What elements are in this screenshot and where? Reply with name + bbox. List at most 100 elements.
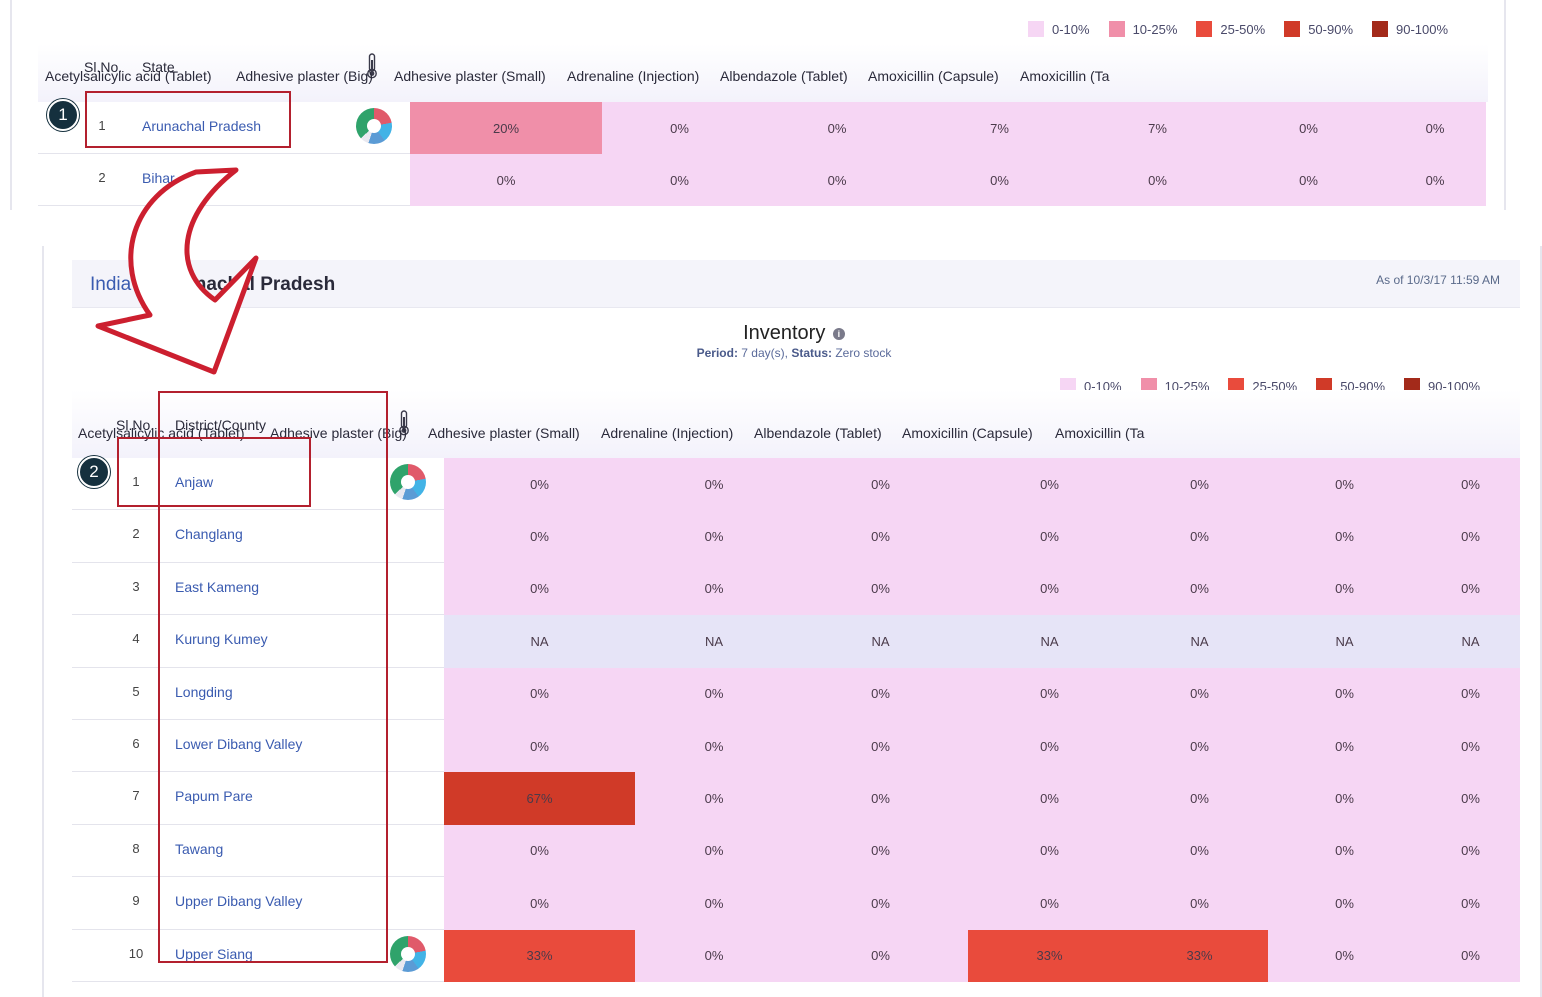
stock-out-cell[interactable]: 0% <box>635 667 793 720</box>
stock-out-cell[interactable]: 0% <box>635 772 793 825</box>
stock-out-cell[interactable]: 0% <box>1082 154 1233 206</box>
column-header[interactable]: Amoxicillin (Capsule) <box>868 68 999 84</box>
stock-out-cell[interactable]: 0% <box>635 877 793 930</box>
stock-out-cell[interactable]: 67% <box>444 772 635 825</box>
stock-out-cell[interactable]: 0% <box>1268 824 1421 878</box>
stock-out-cell[interactable]: 0% <box>1268 720 1421 773</box>
column-header[interactable]: Adhesive plaster (Big) <box>270 425 407 441</box>
stock-out-cell[interactable]: NA <box>1131 615 1268 668</box>
column-header[interactable]: Amoxicillin (Capsule) <box>902 425 1033 441</box>
stock-out-cell[interactable]: 0% <box>602 154 757 206</box>
stock-out-cell[interactable]: 0% <box>968 824 1131 878</box>
stock-out-cell[interactable]: 0% <box>793 929 968 982</box>
breadcrumb-india-link[interactable]: India <box>90 274 132 295</box>
region-name-link[interactable]: Lower Dibang Valley <box>175 736 303 752</box>
stock-out-cell[interactable]: 0% <box>793 458 968 511</box>
column-header[interactable]: Adhesive plaster (Big) <box>236 68 373 84</box>
stock-out-cell[interactable]: 0% <box>968 667 1131 720</box>
pie-chart-icon[interactable] <box>356 108 392 144</box>
stock-out-cell[interactable]: 0% <box>444 667 635 720</box>
column-header[interactable]: Amoxicillin (Ta <box>1020 68 1110 84</box>
thermometer-icon[interactable] <box>365 53 379 79</box>
stock-out-cell[interactable]: 0% <box>1268 458 1421 511</box>
column-header[interactable]: Acetylsalicylic acid (Tablet) <box>78 425 245 441</box>
stock-out-cell[interactable]: NA <box>968 615 1131 668</box>
column-header[interactable]: Amoxicillin (Ta <box>1055 425 1145 441</box>
region-name-link[interactable]: Tawang <box>175 840 224 857</box>
stock-out-cell[interactable]: 0% <box>444 877 635 930</box>
stock-out-cell[interactable]: 0% <box>1268 667 1421 720</box>
stock-out-cell[interactable]: NA <box>793 615 968 668</box>
stock-out-cell[interactable]: 0% <box>1421 458 1520 511</box>
stock-out-cell[interactable]: 0% <box>635 720 793 773</box>
column-header[interactable]: Adrenaline (Injection) <box>601 425 734 441</box>
stock-out-cell[interactable]: 0% <box>1131 458 1268 511</box>
stock-out-cell[interactable]: 0% <box>968 877 1131 930</box>
stock-out-cell[interactable]: 0% <box>968 562 1131 616</box>
stock-out-cell[interactable]: 0% <box>1268 772 1421 825</box>
stock-out-cell[interactable]: 7% <box>1082 102 1233 154</box>
stock-out-cell[interactable]: 0% <box>1233 102 1384 154</box>
stock-out-cell[interactable]: 0% <box>444 824 635 878</box>
region-name-link[interactable]: Upper Dibang Valley <box>175 893 303 910</box>
stock-out-cell[interactable]: NA <box>1421 615 1520 668</box>
stock-out-cell[interactable]: 0% <box>1268 877 1421 930</box>
stock-out-cell[interactable]: 0% <box>793 720 968 773</box>
region-name-link[interactable]: Changlang <box>175 526 243 543</box>
name-header[interactable]: District/County <box>175 417 267 433</box>
stock-out-cell[interactable]: 0% <box>1421 929 1520 982</box>
stock-out-cell[interactable]: 0% <box>1421 877 1520 930</box>
stock-out-cell[interactable]: 7% <box>917 102 1082 154</box>
stock-out-cell[interactable]: 0% <box>1421 720 1520 773</box>
stock-out-cell[interactable]: 0% <box>793 510 968 563</box>
stock-out-cell[interactable]: 20% <box>410 102 602 154</box>
info-icon[interactable]: i <box>832 328 845 340</box>
stock-out-cell[interactable]: 0% <box>1131 824 1268 878</box>
stock-out-cell[interactable]: 0% <box>635 510 793 563</box>
region-name-link[interactable]: Kurung Kumey <box>175 631 268 648</box>
stock-out-cell[interactable]: 0% <box>968 772 1131 825</box>
region-name-link[interactable]: East Kameng <box>175 578 260 595</box>
column-header[interactable]: Adrenaline (Injection) <box>567 68 700 84</box>
stock-out-cell[interactable]: 0% <box>444 720 635 773</box>
stock-out-cell[interactable]: 0% <box>1268 510 1421 563</box>
stock-out-cell[interactable]: 0% <box>1131 562 1268 616</box>
stock-out-cell[interactable]: 0% <box>757 154 917 206</box>
stock-out-cell[interactable]: 0% <box>1384 154 1486 206</box>
stock-out-cell[interactable]: 0% <box>793 772 968 825</box>
region-name-link[interactable]: Papum Pare <box>175 788 253 805</box>
column-header[interactable]: Albendazole (Tablet) <box>754 425 882 441</box>
stock-out-cell[interactable]: 33% <box>1131 929 1268 982</box>
stock-out-cell[interactable]: 0% <box>793 877 968 930</box>
stock-out-cell[interactable]: NA <box>635 615 793 668</box>
pie-chart-icon[interactable] <box>390 464 426 500</box>
stock-out-cell[interactable]: 0% <box>444 562 635 616</box>
stock-out-cell[interactable]: 0% <box>444 510 635 563</box>
stock-out-cell[interactable]: 0% <box>635 562 793 616</box>
stock-out-cell[interactable]: 0% <box>917 154 1082 206</box>
stock-out-cell[interactable]: 0% <box>1233 154 1384 206</box>
column-header[interactable]: Albendazole (Tablet) <box>720 68 848 84</box>
stock-out-cell[interactable]: 0% <box>635 929 793 982</box>
stock-out-cell[interactable]: 0% <box>757 102 917 154</box>
stock-out-cell[interactable]: 0% <box>444 458 635 511</box>
stock-out-cell[interactable]: 0% <box>968 720 1131 773</box>
stock-out-cell[interactable]: 0% <box>602 102 757 154</box>
stock-out-cell[interactable]: 0% <box>1421 667 1520 720</box>
stock-out-cell[interactable]: 0% <box>1131 667 1268 720</box>
region-name-link[interactable]: Upper Siang <box>175 945 253 962</box>
stock-out-cell[interactable]: 33% <box>444 929 635 982</box>
stock-out-cell[interactable]: 0% <box>635 824 793 878</box>
name-header[interactable]: State <box>142 59 175 75</box>
stock-out-cell[interactable]: 0% <box>1421 824 1520 878</box>
stock-out-cell[interactable]: 0% <box>793 667 968 720</box>
stock-out-cell[interactable]: 0% <box>1268 562 1421 616</box>
column-header[interactable]: Adhesive plaster (Small) <box>394 68 546 84</box>
stock-out-cell[interactable]: 0% <box>793 562 968 616</box>
stock-out-cell[interactable]: 0% <box>1421 772 1520 825</box>
stock-out-cell[interactable]: 0% <box>635 458 793 511</box>
region-name-link[interactable]: Bihar <box>142 170 175 186</box>
column-header[interactable]: Adhesive plaster (Small) <box>428 425 580 441</box>
stock-out-cell[interactable]: 0% <box>1268 929 1421 982</box>
stock-out-cell[interactable]: 0% <box>1421 510 1520 563</box>
